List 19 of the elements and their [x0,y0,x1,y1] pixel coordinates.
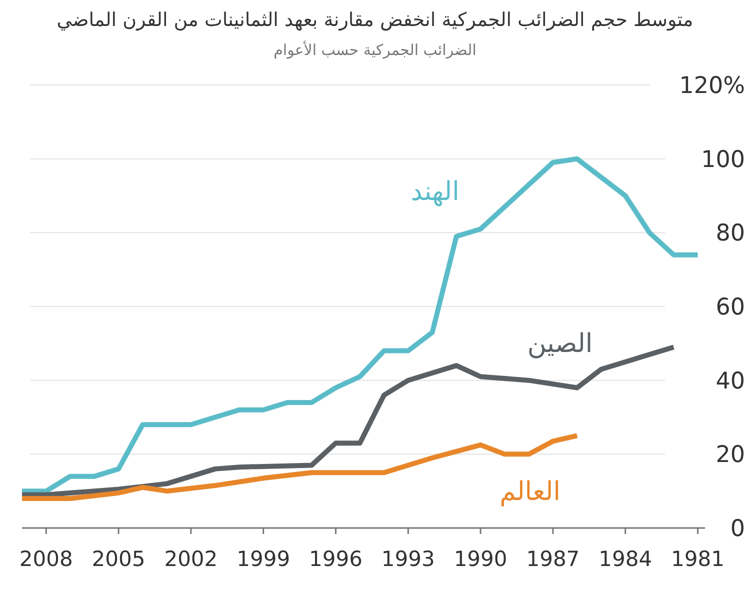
x-tick-label: 1996 [309,547,362,571]
y-tick-label: 20 [716,442,745,468]
y-tick-label: 60 [716,294,745,320]
x-tick-label: 2005 [92,547,146,571]
x-tick-label: 1990 [454,547,508,571]
x-tick-label: 1993 [381,547,435,571]
y-tick-label: 120% [679,73,745,99]
chart-title: متوسط حجم الضرائب الجمركية انخفض مقارنة بعهد الثمانينات من القرن الماضي [56,9,694,31]
x-tick-label: 1999 [236,547,290,571]
x-tick-label: 1987 [526,547,580,571]
x-tick-label: 2008 [19,547,73,571]
x-tick-label: 2002 [164,547,218,571]
y-tick-label: 40 [716,368,745,394]
y-tick-label: 100 [701,146,745,173]
y-tick-label: 80 [716,220,745,247]
x-tick-label: 1984 [598,547,652,571]
y-tick-label: 0 [730,516,745,542]
x-tick-label: 1981 [671,547,724,571]
chart-subtitle: الضرائب الجمركية حسب الأعوام [274,40,476,59]
